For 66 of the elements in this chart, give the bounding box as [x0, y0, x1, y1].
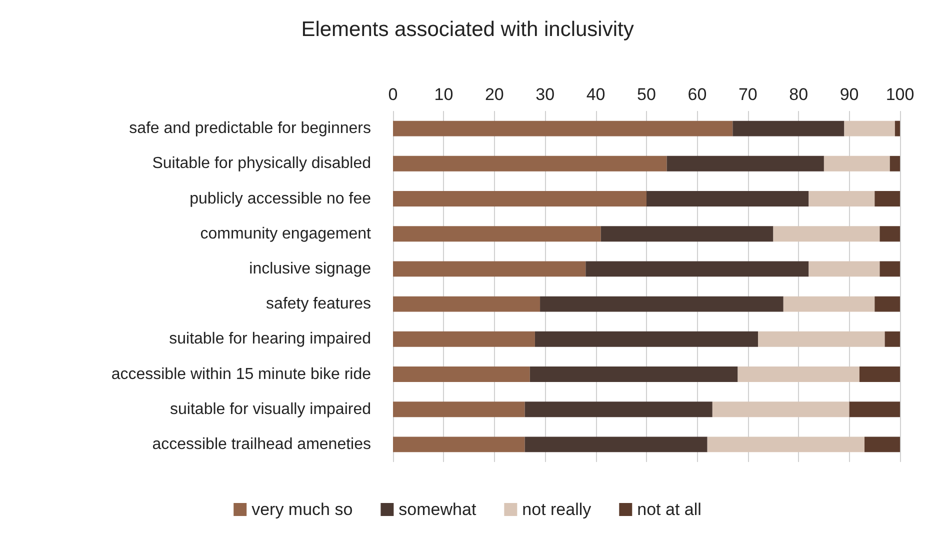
- bar: [393, 331, 535, 347]
- bar: [844, 120, 895, 136]
- bar: [600, 226, 774, 242]
- y-tick-label: safe and predictable for beginners: [129, 120, 371, 138]
- y-tick-label: inclusive signage: [249, 260, 372, 278]
- bar: [666, 156, 824, 172]
- y-tick-label: accessible within 15 minute bike ride: [111, 366, 372, 383]
- bar: [890, 156, 900, 172]
- y-tick-label: Suitable for physically disabled: [152, 155, 371, 172]
- legend-label: not really: [522, 500, 592, 519]
- x-tick-label: 60: [688, 85, 707, 104]
- x-tick-label: 20: [484, 85, 504, 104]
- x-tick-label: 90: [840, 85, 859, 104]
- bar: [524, 402, 712, 418]
- bar: [393, 120, 733, 136]
- x-tick-label: 0: [388, 85, 398, 104]
- bar: [586, 261, 809, 277]
- bar: [646, 191, 809, 206]
- bar: [534, 331, 758, 347]
- bar: [874, 296, 900, 312]
- legend-label: somewhat: [398, 500, 476, 519]
- x-tick-label: 40: [586, 85, 606, 104]
- bar: [393, 402, 525, 418]
- bar: [880, 226, 900, 242]
- y-tick-label: accessible trailhead ameneties: [152, 436, 371, 453]
- bar: [530, 366, 738, 382]
- bar: [874, 191, 900, 206]
- y-tick-label: community engagement: [200, 225, 372, 242]
- bar: [824, 156, 890, 172]
- bar: [758, 331, 885, 347]
- x-tick-label: 100: [886, 85, 914, 104]
- bar: [808, 191, 875, 206]
- bar: [540, 296, 784, 312]
- bar: [738, 366, 860, 382]
- bar: [880, 261, 900, 277]
- bar: [393, 226, 601, 242]
- bar: [773, 226, 880, 242]
- bar: [732, 120, 844, 136]
- bar: [808, 261, 880, 277]
- bar: [783, 296, 875, 312]
- bar: [712, 402, 850, 418]
- legend-label: not at all: [637, 500, 702, 519]
- y-tick-label: suitable for hearing impaired: [169, 330, 371, 348]
- y-tick-label: suitable for visually impaired: [170, 400, 371, 418]
- y-tick-label: safety features: [266, 296, 371, 313]
- chart-title: Elements associated with inclusivity: [301, 18, 634, 41]
- bar: [524, 436, 708, 452]
- bar: [393, 261, 586, 277]
- bar: [849, 402, 900, 418]
- bar: [393, 436, 525, 452]
- bar: [864, 436, 900, 452]
- x-tick-label: 80: [789, 85, 808, 104]
- bar: [393, 156, 667, 172]
- bar: [894, 120, 900, 136]
- bar: [707, 436, 865, 452]
- x-tick-label: 10: [434, 85, 454, 104]
- bar: [884, 331, 900, 347]
- bar: [393, 366, 530, 382]
- x-tick-label: 50: [637, 85, 656, 104]
- x-tick-label: 70: [738, 85, 758, 104]
- legend-label: very much so: [252, 500, 353, 519]
- bar: [393, 296, 540, 312]
- bar: [859, 366, 900, 382]
- y-tick-label: publicly accessible no fee: [190, 190, 372, 208]
- x-tick-label: 30: [536, 85, 555, 104]
- bar: [393, 191, 646, 206]
